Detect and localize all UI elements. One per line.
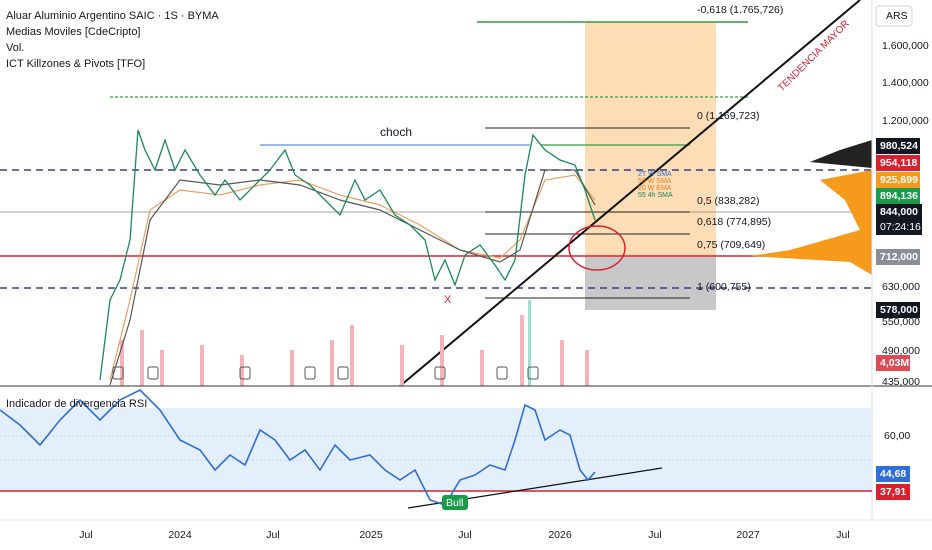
price-tag-bg xyxy=(876,155,920,171)
event-icons xyxy=(112,366,539,380)
time-label: 2027 xyxy=(736,529,760,541)
moving-average xyxy=(109,169,596,386)
rsi-tag: 37,91 xyxy=(880,486,906,498)
signal-label: Bull xyxy=(446,497,464,509)
time-label: 2024 xyxy=(168,529,192,541)
ma-label: 20 W EMA xyxy=(638,185,672,192)
rsi-tag-bg xyxy=(876,484,910,500)
time-label: Jul xyxy=(79,529,92,541)
price-line xyxy=(99,129,596,381)
fib-label: 0,618 (774,895) xyxy=(697,216,771,228)
time-label: Jul xyxy=(458,529,471,541)
ma-label: 55 4h SMA xyxy=(638,192,673,199)
price-axis-label: 1.600,000 xyxy=(882,40,929,52)
stop-zone xyxy=(585,257,716,310)
price-tag-bg xyxy=(876,204,922,235)
indicator-label: Medias Moviles [CdeCripto] xyxy=(6,26,141,38)
price-tag-bg xyxy=(876,138,920,154)
price-tag-bg xyxy=(876,249,920,265)
price-axis-label: 550,000 xyxy=(882,316,920,328)
price-axis-label: 630,000 xyxy=(882,281,920,293)
price-tag-bg xyxy=(876,302,920,318)
indicator-label: Vol. xyxy=(6,42,24,54)
price-axis-label: 435,000 xyxy=(882,376,920,388)
volume-profile xyxy=(810,140,872,168)
price-tag: 925,699 xyxy=(880,174,918,186)
volume-bar xyxy=(528,300,531,386)
volume-profile xyxy=(750,170,872,275)
price-tag: 894,136 xyxy=(880,190,918,202)
fib-label: 1 (600,755) xyxy=(697,281,751,293)
price-tag-bg xyxy=(876,172,920,188)
rsi-band xyxy=(0,408,872,491)
price-tag: 954,118 xyxy=(880,157,918,169)
price-tag: 844,000 xyxy=(880,206,918,218)
rsi-tag-bg xyxy=(876,466,910,482)
currency[interactable]: ARS xyxy=(886,10,908,22)
signal-bg xyxy=(442,495,468,510)
time-label: Jul xyxy=(266,529,279,541)
indicator-label: ICT Killzones & Pivots [TFO] xyxy=(6,58,145,70)
volume-tag: 4,03M xyxy=(880,357,909,369)
annotation: X xyxy=(444,294,452,306)
ma-label: 50 W SMA xyxy=(638,178,672,185)
time-label: 2026 xyxy=(548,529,572,541)
price-tag: 578,000 xyxy=(880,304,918,316)
time-label: Jul xyxy=(648,529,661,541)
price-axis-label: 1.400,000 xyxy=(882,77,929,89)
rsi-tag: 44,68 xyxy=(880,468,906,480)
fib-label: 0 (1.169,723) xyxy=(697,110,759,122)
annotation: choch xyxy=(380,125,412,139)
countdown: 07:24:16 xyxy=(880,221,921,233)
fib-label: 0,75 (709,649) xyxy=(697,239,765,251)
rsi-line xyxy=(0,389,596,506)
price-tag-bg xyxy=(876,188,920,204)
time-label: 2025 xyxy=(359,529,383,541)
fib-label: 0,5 (838,282) xyxy=(697,195,759,207)
currency-button[interactable] xyxy=(875,5,913,27)
chart-title: Aluar Aluminio Argentino SAIC · 1S · BYM… xyxy=(6,10,219,22)
rsi-title: Indicador de divergencia RSI xyxy=(6,398,147,410)
rsi-axis-label: 60,00 xyxy=(884,430,910,442)
price-tag: 980,524 xyxy=(880,140,918,152)
time-label: Jul xyxy=(836,529,849,541)
volume-tag-bg xyxy=(876,355,910,371)
ma-label: 2T W SMA xyxy=(638,171,672,178)
fib-label: -0,618 (1.765,726) xyxy=(697,4,783,16)
price-axis-label: 490,000 xyxy=(882,345,920,357)
highlight-circle xyxy=(568,225,626,271)
price-tag: 712,000 xyxy=(880,251,918,263)
trend-line xyxy=(399,0,861,387)
volume-bars xyxy=(120,315,589,386)
price-axis-label: 1.200,000 xyxy=(882,115,929,127)
